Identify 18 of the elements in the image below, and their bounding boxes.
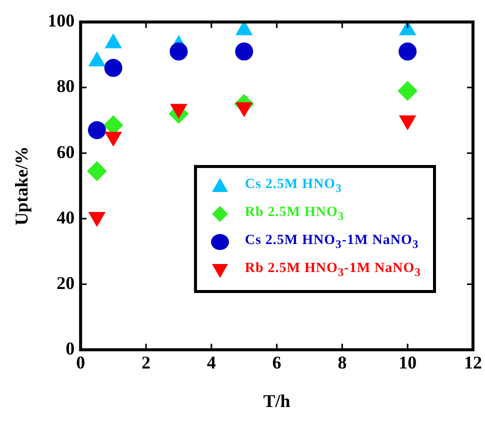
legend-label: Cs 2.5M HNO$_{3}$-1M NaNO$_{3}$ <box>244 232 419 251</box>
y-tick-label: 40 <box>56 207 75 228</box>
y-tick-label: 60 <box>56 142 75 162</box>
y-tick-label: 80 <box>56 76 75 96</box>
x-tick-label: 12 <box>464 352 482 372</box>
y-tick-label: 100 <box>48 10 75 31</box>
x-tick-label: 8 <box>338 352 347 372</box>
x-tick-label: 4 <box>206 352 216 372</box>
y-tick-label: 20 <box>56 272 75 293</box>
x-tick-label: 6 <box>272 352 282 372</box>
legend-label: Rb 2.5M HNO$_{3}$-1M NaNO$_{3}$ <box>244 260 421 279</box>
y-axis-title: Uptake/% <box>11 146 32 226</box>
legend-label: Rb 2.5M HNO$_{3}$ <box>244 204 344 223</box>
x-tick-label: 2 <box>142 352 150 372</box>
legend-label: Cs 2.5M HNO$_{3}$ <box>244 176 342 195</box>
y-tick-label: 0 <box>66 338 75 358</box>
x-tick-label: 10 <box>398 352 417 372</box>
x-axis-title: T/h <box>263 390 290 411</box>
